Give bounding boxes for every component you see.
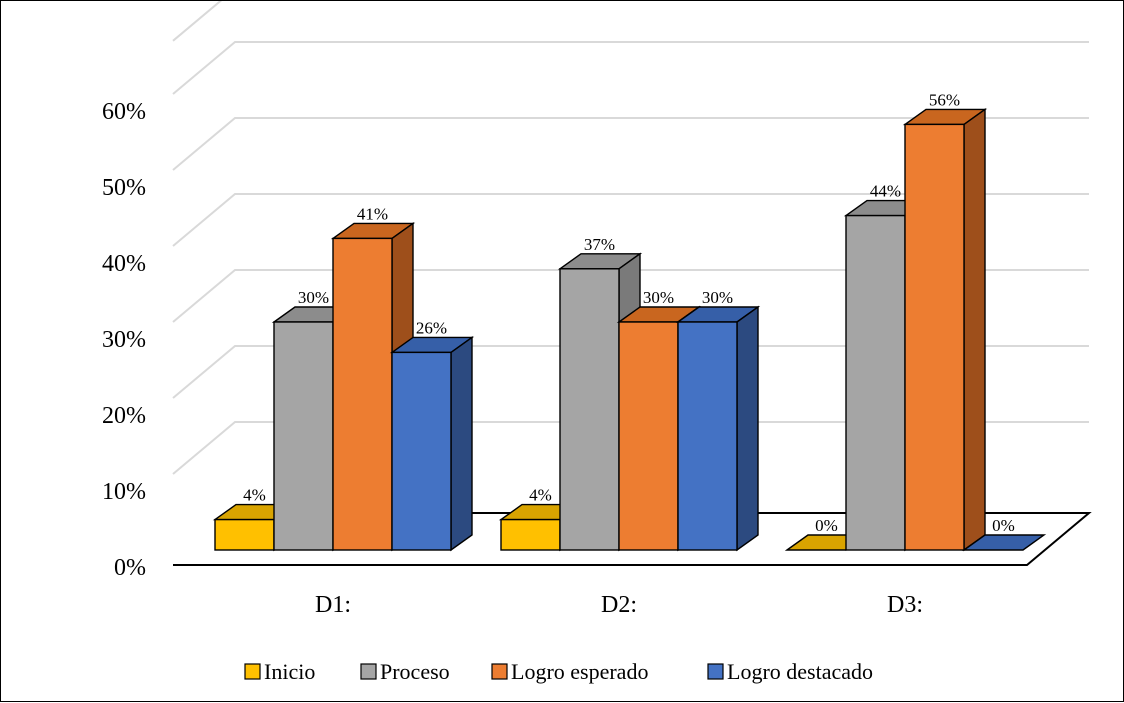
bar-side: [963, 108, 986, 552]
gridline: [172, 117, 1089, 171]
x-category-label: D2:: [601, 592, 637, 618]
y-tick-label: 40%: [102, 251, 146, 277]
legend-label: Proceso: [380, 659, 450, 684]
bar-front: [391, 351, 452, 551]
bar-logro-esperado-d3: [902, 108, 988, 552]
legend-item-logro-esperado: Logro esperado: [491, 659, 648, 684]
legend-label: Logro destacado: [727, 659, 873, 684]
y-tick-label: 10%: [102, 479, 146, 505]
data-label: 44%: [870, 182, 901, 201]
y-tick-label: 20%: [102, 403, 146, 429]
data-label: 56%: [929, 90, 960, 109]
data-label: 41%: [357, 204, 388, 223]
data-label: 0%: [815, 516, 838, 535]
y-tick-label: 30%: [102, 327, 146, 353]
data-label: 37%: [584, 235, 615, 254]
data-labels: 4% 30% 41% 26% 4% 37% 30% 30% 0% 44% 56% 0%: [243, 90, 1015, 535]
bar-front: [677, 321, 738, 551]
gridline: [172, 193, 1089, 247]
bar-side: [450, 336, 473, 552]
legend-label: Logro esperado: [511, 659, 648, 684]
legend-swatch: [707, 663, 724, 680]
legend: Inicio Proceso Logro esperado Logro destaca…: [244, 659, 873, 684]
legend-swatch: [244, 663, 261, 680]
chart-bars: [212, 108, 1047, 552]
bar-front: [500, 518, 561, 551]
legend-label: Inicio: [264, 659, 315, 684]
legend-item-proceso: Proceso: [360, 659, 450, 684]
bar-logro-destacado-d1: [389, 336, 475, 552]
y-tick-label: 50%: [102, 175, 146, 201]
data-label: 0%: [992, 516, 1015, 535]
bar-front: [559, 268, 620, 551]
x-category-label: D1:: [315, 592, 351, 618]
data-label: 4%: [243, 486, 266, 505]
legend-swatch: [360, 663, 377, 680]
gridline: [172, 269, 1089, 323]
bar-logro-destacado-d3: [961, 534, 1047, 551]
legend-item-logro-destacado: Logro destacado: [707, 659, 873, 684]
y-tick-label: 60%: [102, 99, 146, 125]
bar-front: [332, 237, 393, 551]
bar-side: [736, 305, 759, 552]
y-tick-label: 0%: [114, 555, 146, 581]
bar-top: [961, 534, 1047, 551]
bar-front: [904, 123, 965, 551]
data-label: 30%: [643, 288, 674, 307]
data-label: 30%: [298, 288, 329, 307]
data-label: 30%: [702, 288, 733, 307]
y-axis-ticks: 0% 10% 20% 30% 40% 50% 60%: [102, 99, 146, 581]
bar-logro-destacado-d2: [675, 305, 761, 552]
data-label: 26%: [416, 318, 447, 337]
x-axis-categories: D1: D2: D3:: [315, 592, 923, 618]
gridline: [172, 345, 1089, 399]
bar-front: [273, 321, 334, 551]
legend-item-inicio: Inicio: [244, 659, 315, 684]
gridline: [172, 1, 223, 42]
x-category-label: D3:: [887, 592, 923, 618]
gridline: [172, 421, 1089, 475]
data-label: 4%: [529, 486, 552, 505]
bar-front: [618, 321, 679, 551]
legend-swatch: [491, 663, 508, 680]
bar-front: [214, 518, 275, 551]
gridline: [172, 41, 1089, 95]
bar-front: [845, 214, 906, 551]
